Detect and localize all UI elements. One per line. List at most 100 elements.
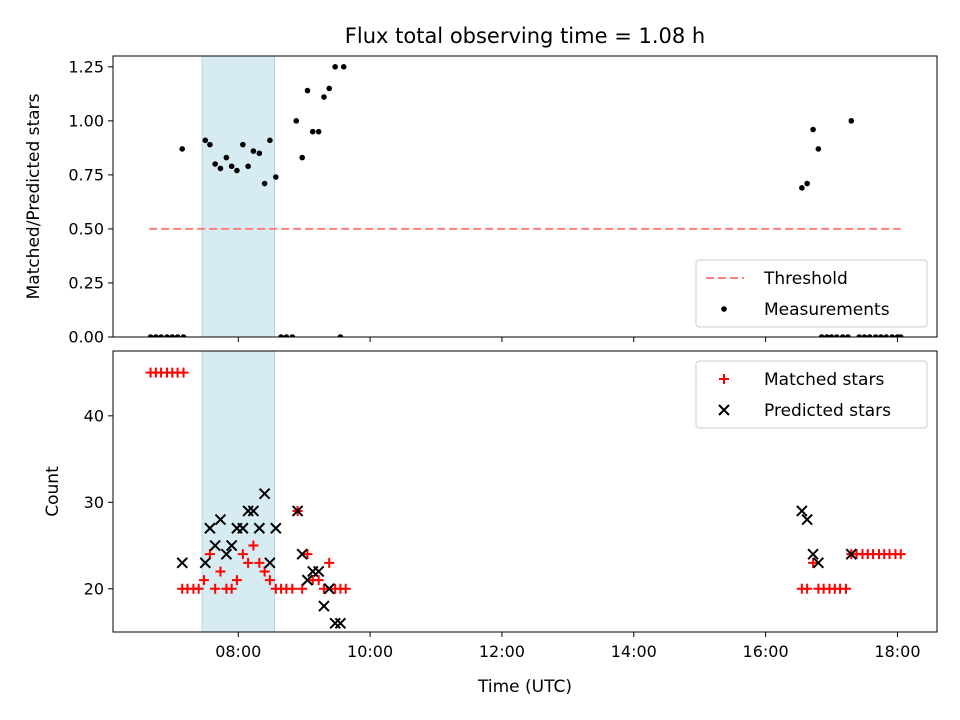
data-point <box>313 575 324 586</box>
data-point <box>240 141 246 148</box>
data-point <box>895 549 906 560</box>
data-point <box>198 575 209 586</box>
data-point <box>147 334 154 337</box>
data-point <box>210 583 221 594</box>
data-point <box>810 126 816 133</box>
data-point <box>878 334 884 337</box>
y-axis-label: Matched/Predicted stars <box>24 93 44 299</box>
data-point <box>856 334 863 337</box>
data-point <box>264 557 276 569</box>
data-point <box>845 334 851 337</box>
data-point <box>228 163 235 170</box>
data-point <box>176 557 188 569</box>
chart-title: Flux total observing time = 1.08 h <box>345 24 705 48</box>
series-matched-stars <box>145 367 906 594</box>
data-point <box>231 575 242 586</box>
data-point <box>193 583 204 594</box>
data-point <box>267 137 273 144</box>
data-point <box>264 575 275 586</box>
data-point <box>321 94 327 100</box>
y-axis-label: Count <box>43 466 63 517</box>
series-predicted-stars <box>176 487 858 630</box>
x-tick-label: 12:00 <box>479 642 525 661</box>
data-point <box>872 334 879 337</box>
data-point <box>237 522 249 534</box>
data-point <box>261 180 268 187</box>
data-point <box>323 583 335 595</box>
plot-area <box>147 56 904 337</box>
data-point <box>315 128 322 135</box>
data-point <box>174 334 181 337</box>
data-point <box>297 583 308 594</box>
data-point <box>180 334 187 337</box>
data-point <box>337 334 344 337</box>
legend-swatch <box>718 404 730 416</box>
data-point <box>289 334 296 337</box>
legend-label: Threshold <box>763 269 848 289</box>
data-point <box>304 87 311 94</box>
data-point <box>326 85 333 92</box>
data-point <box>318 600 330 612</box>
data-point <box>839 334 846 337</box>
data-point <box>845 548 858 560</box>
legend: Matched stars Predicted stars <box>695 360 928 429</box>
data-point <box>897 334 904 337</box>
legend-label: Measurements <box>764 300 890 320</box>
x-tick-label: 14:00 <box>611 642 657 661</box>
legend-box <box>695 259 928 328</box>
data-point <box>220 548 233 560</box>
data-point <box>179 146 186 152</box>
data-point <box>273 174 279 180</box>
data-point <box>287 583 298 594</box>
data-point <box>217 165 224 172</box>
y-tick-label: 0.25 <box>68 273 104 292</box>
data-point <box>296 548 308 560</box>
data-point <box>861 334 868 337</box>
data-point <box>209 539 221 552</box>
x-tick-label: 08:00 <box>215 642 261 661</box>
data-point <box>247 505 260 517</box>
axes-frame <box>112 350 938 633</box>
data-point <box>848 118 855 124</box>
data-point <box>212 161 218 167</box>
plot-area <box>145 351 906 632</box>
data-point <box>802 583 813 594</box>
data-point <box>299 154 305 161</box>
y-tick-label: 0.50 <box>68 219 104 238</box>
x-tick-label: 18:00 <box>874 642 920 661</box>
data-point <box>243 557 254 568</box>
data-point <box>804 180 810 187</box>
data-point <box>340 64 347 70</box>
data-point <box>258 487 271 500</box>
data-point <box>801 513 813 526</box>
data-point <box>259 566 270 577</box>
legend-swatch <box>719 374 729 384</box>
data-point <box>808 557 819 568</box>
data-point <box>340 583 351 594</box>
shaded-span <box>201 56 276 337</box>
data-point <box>234 167 240 174</box>
x-tick-label: 16:00 <box>743 642 789 661</box>
legend: Threshold Measurements <box>695 259 928 328</box>
y-tick-label: 0.00 <box>68 328 104 347</box>
legend-box <box>695 360 928 429</box>
data-point <box>293 118 300 124</box>
data-point <box>309 128 316 135</box>
x-axis-label: Time (UTC) <box>477 677 572 697</box>
data-point <box>278 334 284 337</box>
data-point <box>215 566 226 577</box>
data-point <box>799 185 805 191</box>
data-point <box>225 539 238 552</box>
data-point <box>818 334 825 337</box>
data-point <box>169 334 176 337</box>
data-point <box>164 334 170 337</box>
data-point <box>312 565 325 578</box>
data-point <box>283 334 290 337</box>
data-point <box>226 583 237 594</box>
data-point <box>254 557 265 568</box>
data-point <box>807 548 819 560</box>
y-tick-label: 20 <box>84 579 104 598</box>
legend-label: Predicted stars <box>764 401 891 421</box>
data-point <box>207 141 213 148</box>
x-tick-label: 10:00 <box>347 642 393 661</box>
